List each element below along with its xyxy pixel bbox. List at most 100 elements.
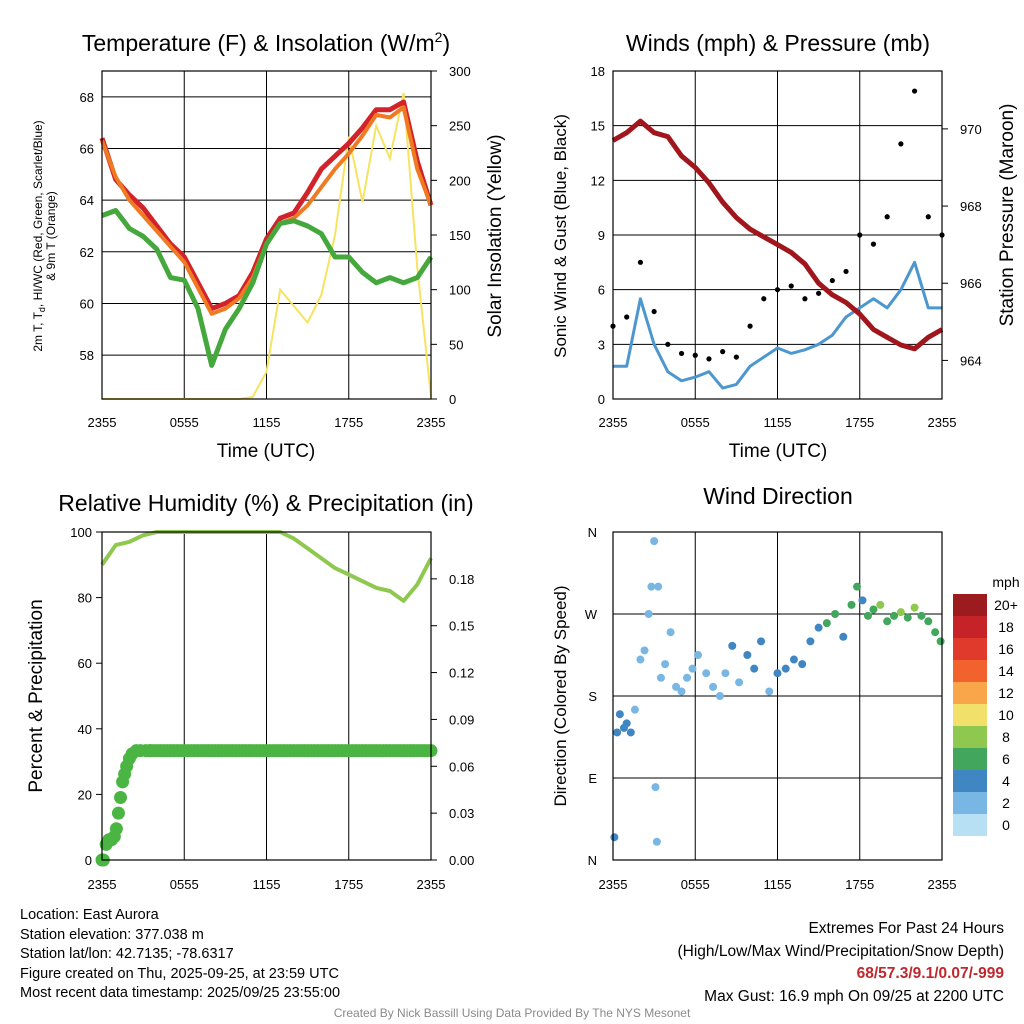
gust-point (843, 268, 849, 275)
y-tick-label: 6 (598, 283, 605, 298)
y-tick-label: 12 (591, 173, 605, 188)
credit-line: Created By Nick Bassill Using Data Provi… (333, 1006, 691, 1020)
temperature-line (99, 99, 434, 312)
y-tick-label: 62 (80, 245, 94, 260)
x-tick-label: 1755 (334, 415, 363, 430)
gust-point (925, 214, 931, 220)
y2-tick-label: 250 (449, 119, 471, 134)
gust-point (816, 290, 822, 296)
direction-point (709, 682, 718, 691)
direction-point (890, 611, 899, 620)
x-tick-label: 1155 (764, 877, 792, 892)
gust-point (706, 356, 712, 362)
direction-point (672, 682, 681, 691)
y2-tick-label: 150 (449, 228, 471, 243)
direction-point (622, 719, 631, 728)
y2-tick-label: 50 (449, 337, 463, 352)
pressure-line (611, 118, 944, 352)
direction-point (917, 611, 926, 620)
direction-point (630, 705, 639, 714)
max-gust: Max Gust: 16.9 mph On 09/25 at 2200 UTC (704, 987, 1004, 1005)
direction-point (750, 664, 759, 673)
legend-swatch (953, 594, 987, 616)
temperature-chart-title: Temperature (F) & Insolation (W/m2) (82, 29, 450, 56)
direction-point (656, 673, 665, 682)
speed-legend: mph 20+ 18 16 14 12 10 8 6 4 2 0 (953, 574, 1020, 836)
legend-swatch (953, 638, 987, 660)
x-tick-label: 1155 (764, 415, 792, 430)
y2-tick-label: 966 (960, 276, 982, 291)
y-tick-label: 40 (78, 722, 92, 737)
gust-point (747, 323, 753, 329)
direction-point (789, 655, 798, 664)
gust-point (637, 259, 644, 265)
svg-text:2m T, Td, HI/WC (Red, Green, S: 2m T, Td, HI/WC (Red, Green, Scarlet/Blu… (31, 120, 47, 351)
winds-plot: 2355 0555 1155 1755 2355 0 3 6 9 12 15 18 964 966 968 9… (591, 64, 982, 430)
direction-point (858, 596, 867, 605)
direction-point (831, 610, 840, 618)
extremes-values: 68/57.3/9.1/0.07/-999 (856, 965, 1004, 982)
gust-point (624, 314, 630, 320)
gust-point (870, 241, 877, 247)
plot-border (101, 531, 432, 861)
direction-point (650, 537, 659, 546)
direction-point (757, 637, 766, 646)
direction-point (814, 623, 823, 632)
gust-point (665, 341, 671, 347)
y2-tick-label: 0.18 (449, 572, 474, 587)
station-location: Location: East Aurora (20, 907, 159, 923)
x-tick-label: 1155 (253, 415, 281, 430)
legend-swatch (953, 660, 987, 682)
temperature-xlabel: Time (UTC) (217, 441, 316, 462)
direction-point (644, 610, 653, 618)
legend-label: 0 (1002, 817, 1010, 833)
legend-swatch (953, 748, 987, 770)
direction-point (839, 632, 848, 641)
y-tick-label: 58 (80, 348, 94, 363)
gust-point (898, 141, 904, 147)
temperature-ylabel: 2m T, Td, HI/WC (Red, Green, Scarlet/Blu… (31, 120, 58, 351)
direction-point (910, 603, 919, 612)
direction-point (896, 608, 905, 617)
direction-point (610, 833, 619, 842)
direction-point (651, 783, 660, 792)
y2-tick-label: 100 (449, 283, 471, 298)
y2-tick-label: 300 (449, 64, 471, 79)
gust-point (857, 232, 863, 238)
y-tick-label: 60 (80, 296, 94, 311)
y-tick-label: 18 (591, 64, 605, 79)
y-tick-label: S (588, 689, 597, 704)
direction-point (735, 678, 744, 687)
plot-border (101, 70, 432, 400)
direction-point (715, 692, 724, 700)
x-tick-label: 2355 (88, 877, 117, 892)
direction-point (847, 600, 856, 609)
svg-text:& 9m T (Orange): & 9m T (Orange) (44, 191, 58, 281)
direction-point (683, 673, 692, 682)
legend-label: 10 (998, 707, 1014, 723)
direction-point (652, 837, 661, 846)
x-tick-label: 0555 (681, 877, 710, 892)
direction-point (883, 617, 892, 626)
y2-tick-label: 0.00 (449, 853, 474, 868)
y-tick-label: 20 (78, 787, 92, 802)
x-tick-label: 2355 (417, 415, 446, 430)
direction-point (654, 582, 663, 591)
extremes-title: Extremes For Past 24 Hours (808, 920, 1004, 937)
temperature-plot: 2355 0555 1155 1755 2355 58 60 62 64 66 68 0 50 100 15… (80, 64, 471, 430)
plot-border (612, 70, 943, 400)
direction-point (702, 669, 711, 678)
direction-point (693, 651, 702, 659)
y-tick-label: E (588, 771, 597, 786)
gust-point (884, 214, 890, 220)
y-tick-label: 66 (80, 141, 94, 156)
recent-timestamp: Most recent data timestamp: 2025/09/25 2… (20, 985, 341, 1001)
x-tick-label: 1155 (253, 877, 281, 892)
legend-label: 6 (1002, 751, 1010, 767)
winds-ylabel: Sonic Wind & Gust (Blue, Black) (551, 114, 570, 358)
station-latlon: Station lat/lon: 42.7135; -78.6317 (20, 946, 234, 962)
legend-label: 2 (1002, 795, 1010, 811)
gust-point (829, 277, 835, 284)
gust-point (774, 287, 781, 293)
